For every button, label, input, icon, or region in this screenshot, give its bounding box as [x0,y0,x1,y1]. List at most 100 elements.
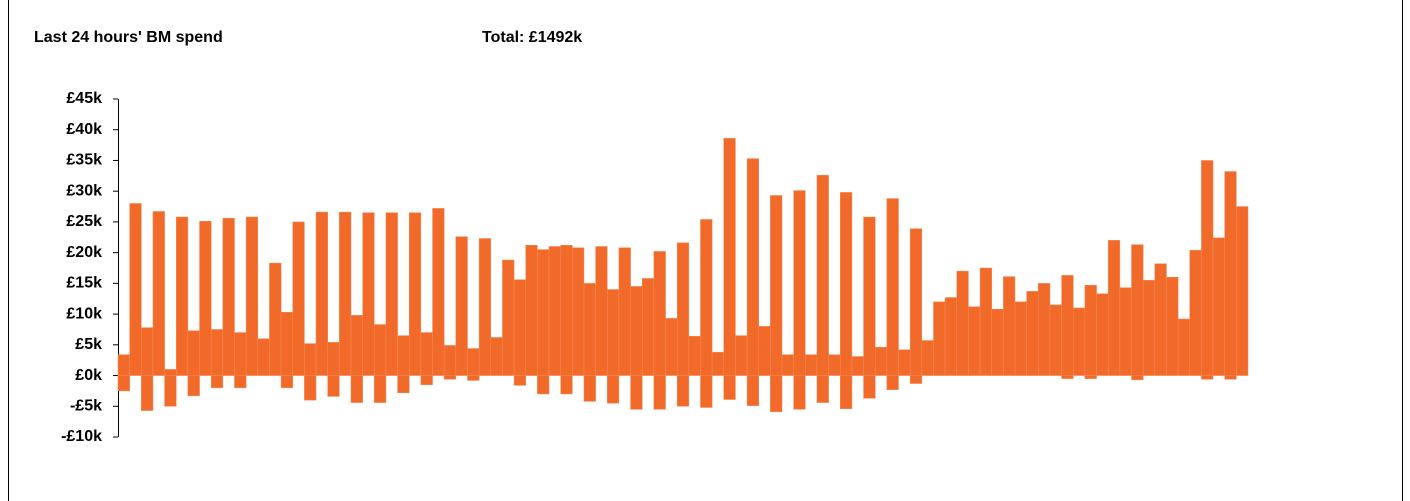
bar [1131,244,1144,376]
bar [816,174,829,376]
bar [1073,307,1086,376]
bar [234,375,247,389]
bar [618,247,631,376]
bar [630,286,643,376]
bar [758,326,771,376]
bar [1224,375,1237,380]
bar [723,375,736,400]
bar [141,375,154,411]
bar [1107,240,1121,376]
bar [700,375,713,408]
bar [467,375,480,381]
bar [700,219,713,376]
bar [257,338,270,376]
bar [572,247,585,376]
bar [723,138,736,376]
bar [432,208,445,376]
bar [420,332,433,376]
bar [1236,206,1249,376]
bar [653,375,666,410]
bar [280,311,293,376]
bar [443,345,457,376]
bar [1038,283,1051,376]
bar [327,342,340,376]
bar [676,242,690,376]
bar [840,192,853,376]
bar [607,375,620,404]
bar [339,211,352,376]
y-tick-label: £25k [66,213,102,230]
bar [781,354,794,376]
bar [816,375,829,403]
bar [350,375,363,403]
bar [793,190,806,376]
bar [467,348,480,376]
bar [1014,301,1027,376]
bar [525,245,538,376]
bar [770,375,783,413]
bar [443,375,457,380]
bar [968,306,981,376]
y-tick-label: £20k [66,244,102,261]
bar [630,375,643,410]
bar [840,375,853,409]
bar [117,354,130,376]
bar [304,343,317,376]
bar [315,211,328,376]
bar [164,369,177,376]
bar [304,375,317,401]
bar [455,236,468,376]
bar [152,211,165,376]
bar [234,332,247,376]
bar [490,337,503,376]
y-tick-label: £30k [66,182,102,199]
bar [1154,263,1167,376]
y-tick-label: £10k [66,305,102,322]
bar [1096,293,1109,376]
bar [641,278,655,376]
bar [851,356,864,376]
bar [199,221,212,376]
bar [944,297,958,376]
chart-total: Total: £1492k [482,29,582,46]
bar [1166,276,1179,376]
bar [886,198,899,376]
bar [164,375,177,407]
bar [595,246,608,376]
bar [898,349,911,376]
bar [478,238,492,376]
y-tick-label: £35k [66,152,102,169]
bar [397,375,410,394]
bar [513,279,526,376]
bar [1177,318,1191,376]
bar [1224,171,1237,376]
bar [502,259,515,376]
bar [1061,275,1074,376]
bar [583,283,596,376]
bar [746,158,759,376]
bar [653,251,666,376]
bar [408,212,422,376]
bar [770,195,783,376]
bar [793,375,806,410]
bar [537,375,550,395]
bar [665,318,678,376]
bar [1003,276,1016,376]
bar [956,270,969,376]
bar [292,221,305,376]
bar [374,324,387,376]
bar [607,289,620,376]
y-tick-label: £0k [75,367,102,384]
bar [1119,287,1132,376]
bar [1142,280,1156,376]
bar [141,327,154,376]
bar [397,335,410,376]
bar [187,330,200,376]
bar [560,375,573,395]
bar [280,375,293,389]
chart-title: Last 24 hours' BM spend [34,29,223,46]
bar [175,216,189,376]
bar [537,249,550,376]
y-tick-label: £5k [75,336,102,353]
bar [210,329,224,376]
